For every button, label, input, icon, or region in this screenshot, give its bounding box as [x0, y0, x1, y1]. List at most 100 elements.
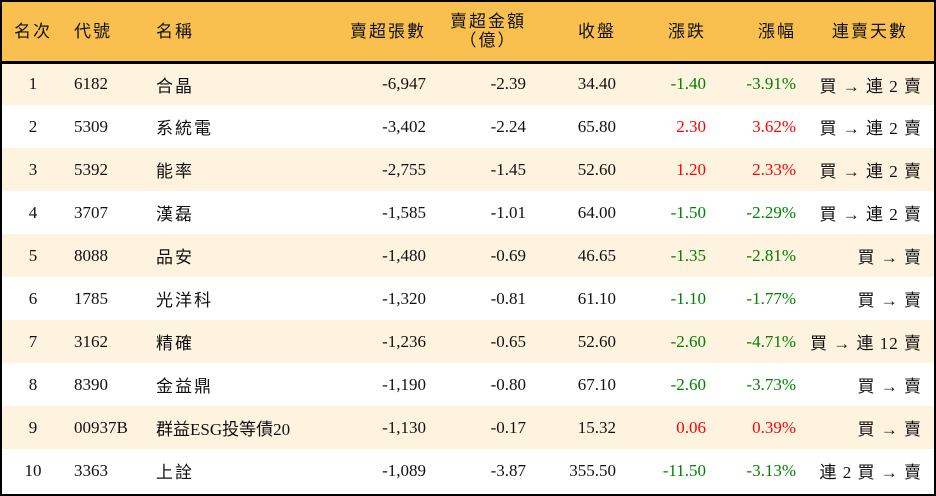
- cell-name[interactable]: 漢磊: [156, 205, 194, 224]
- cell-consecutive-days: 買 → 賣: [857, 377, 922, 396]
- cell-code[interactable]: 8088: [74, 245, 108, 265]
- cell-code[interactable]: 1785: [74, 288, 108, 308]
- cell-consecutive-days: 買 → 賣: [857, 248, 922, 267]
- cell-close: 15.32: [577, 417, 616, 437]
- cell-close: 61.10: [577, 288, 616, 308]
- cell-close: 46.65: [577, 245, 616, 265]
- cell-name[interactable]: 上詮: [156, 463, 194, 482]
- cell-code[interactable]: 00937B: [74, 417, 128, 437]
- cell-net-sell-lots: -3,402: [382, 116, 426, 136]
- cell-net-sell-lots: -6,947: [382, 74, 426, 94]
- cell-rank: 3: [28, 159, 38, 179]
- cell-change-pct: -4.71%: [746, 331, 796, 351]
- cell-net-sell-lots: -1,320: [382, 288, 426, 308]
- cell-net-sell-lots: -1,480: [382, 245, 426, 265]
- header-name[interactable]: 名稱: [156, 21, 194, 41]
- header-change[interactable]: 漲跌: [668, 21, 706, 41]
- header-rank[interactable]: 名次: [14, 21, 52, 41]
- cell-net-sell-lots: -1,089: [382, 460, 426, 480]
- cell-change: -2.60: [670, 331, 706, 351]
- table-row[interactable]: 8 8390 金益鼎 -1,190 -0.80 67.10 -2.60 -3.7…: [2, 363, 934, 406]
- table-row[interactable]: 10 3363 上詮 -1,089 -3.87 355.50 -11.50 -3…: [2, 449, 934, 492]
- table-row[interactable]: 4 3707 漢磊 -1,585 -1.01 64.00 -1.50 -2.29…: [2, 191, 934, 234]
- cell-code[interactable]: 3363: [74, 460, 108, 480]
- cell-close: 67.10: [577, 374, 616, 394]
- cell-rank: 6: [28, 288, 38, 308]
- cell-net-sell-amount: -1.45: [490, 159, 526, 179]
- cell-consecutive-days: 買 → 連 2 賣: [819, 119, 922, 138]
- cell-change-pct: -3.13%: [746, 460, 796, 480]
- cell-change-pct: -3.73%: [746, 374, 796, 394]
- cell-consecutive-days: 買 → 連 2 賣: [819, 76, 922, 96]
- cell-consecutive-days: 連 2 買 → 賣: [819, 463, 922, 482]
- cell-close: 64.00: [577, 202, 616, 222]
- cell-change: 1.20: [676, 159, 706, 179]
- header-net-sell-amount-label: 賣超金額 （億）: [450, 12, 526, 50]
- cell-net-sell-lots: -2,755: [382, 159, 426, 179]
- cell-code[interactable]: 3707: [74, 202, 108, 222]
- header-net-sell-amount[interactable]: 賣超金額 （億）: [426, 2, 526, 62]
- cell-rank: 1: [28, 74, 38, 94]
- header-close[interactable]: 收盤: [578, 21, 616, 41]
- cell-rank: 2: [28, 116, 38, 136]
- cell-code[interactable]: 6182: [74, 74, 108, 94]
- cell-name[interactable]: 精確: [156, 334, 194, 353]
- cell-change: 2.30: [676, 116, 706, 136]
- cell-net-sell-lots: -1,130: [382, 417, 426, 437]
- cell-rank: 4: [28, 202, 38, 222]
- table-row[interactable]: 3 5392 能率 -2,755 -1.45 52.60 1.20 2.33% …: [2, 148, 934, 191]
- cell-name[interactable]: 品安: [156, 248, 194, 267]
- cell-consecutive-days: 買 → 連 12 賣: [810, 334, 922, 353]
- cell-rank: 8: [28, 374, 38, 394]
- cell-code[interactable]: 5392: [74, 159, 108, 179]
- cell-name[interactable]: 光洋科: [156, 291, 213, 310]
- cell-net-sell-lots: -1,236: [382, 331, 426, 351]
- cell-net-sell-amount: -0.80: [490, 374, 526, 394]
- table-row[interactable]: 6 1785 光洋科 -1,320 -0.81 61.10 -1.10 -1.7…: [2, 277, 934, 320]
- table-header-row: 名次 代號 名稱 賣超張數 賣超金額 （億） 收盤 漲跌 漲幅 連賣天數: [2, 2, 934, 62]
- cell-code[interactable]: 5309: [74, 116, 108, 136]
- header-change-pct[interactable]: 漲幅: [758, 21, 796, 41]
- cell-close: 355.50: [569, 460, 616, 480]
- table-row[interactable]: 2 5309 系統電 -3,402 -2.24 65.80 2.30 3.62%…: [2, 105, 934, 148]
- cell-consecutive-days: 買 → 賣: [857, 291, 922, 310]
- cell-net-sell-lots: -1,190: [382, 374, 426, 394]
- table-row[interactable]: 1 6182 合晶 -6,947 -2.39 34.40 -1.40 -3.91…: [2, 62, 934, 105]
- cell-net-sell-amount: -0.69: [490, 245, 526, 265]
- cell-net-sell-amount: -0.81: [490, 288, 526, 308]
- cell-name[interactable]: 能率: [156, 162, 194, 181]
- header-consecutive-days[interactable]: 連賣天數: [832, 21, 908, 41]
- cell-code[interactable]: 8390: [74, 374, 108, 394]
- cell-name[interactable]: 合晶: [156, 76, 194, 96]
- table-row[interactable]: 7 3162 精確 -1,236 -0.65 52.60 -2.60 -4.71…: [2, 320, 934, 363]
- cell-code[interactable]: 3162: [74, 331, 108, 351]
- header-net-sell-amount-line2: （億）: [459, 31, 517, 51]
- cell-net-sell-amount: -1.01: [490, 202, 526, 222]
- cell-name[interactable]: 系統電: [156, 119, 213, 138]
- cell-net-sell-amount: -2.24: [490, 116, 526, 136]
- cell-rank: 7: [28, 331, 38, 351]
- cell-rank: 9: [28, 417, 38, 437]
- cell-consecutive-days: 買 → 連 2 賣: [819, 205, 922, 224]
- cell-change: -1.35: [670, 245, 706, 265]
- table-row[interactable]: 9 00937B 群益ESG投等債20 -1,130 -0.17 15.32 0…: [2, 406, 934, 449]
- cell-change: -1.10: [670, 288, 706, 308]
- cell-change: -1.40: [670, 74, 706, 94]
- cell-net-sell-amount: -0.65: [490, 331, 526, 351]
- cell-close: 52.60: [577, 331, 616, 351]
- cell-net-sell-lots: -1,585: [382, 202, 426, 222]
- table-row[interactable]: 5 8088 品安 -1,480 -0.69 46.65 -1.35 -2.81…: [2, 234, 934, 277]
- cell-rank: 10: [24, 460, 42, 480]
- cell-change: -11.50: [662, 460, 706, 480]
- cell-change: -2.60: [670, 374, 706, 394]
- cell-name[interactable]: 金益鼎: [156, 377, 213, 396]
- header-net-sell-lots[interactable]: 賣超張數: [350, 21, 426, 41]
- cell-change-pct: 0.39%: [752, 417, 796, 437]
- header-code[interactable]: 代號: [74, 21, 112, 41]
- cell-name[interactable]: 群益ESG投等債20: [156, 420, 291, 439]
- cell-close: 34.40: [577, 74, 616, 94]
- cell-change-pct: -3.91%: [746, 74, 796, 94]
- cell-change: 0.06: [676, 417, 706, 437]
